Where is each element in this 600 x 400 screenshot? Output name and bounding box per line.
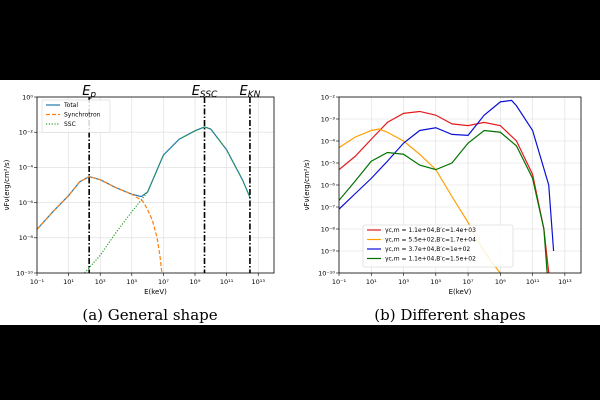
y-tick-label: 10⁻⁴ [19,164,34,172]
y-tick-label: 10⁻⁷ [321,203,336,211]
x-axis-label: E(keV) [144,288,167,296]
x-tick-label: 10¹³ [558,278,572,286]
legend-label-1: γc,m = 5.5e+02,B′c=1.7e+04 [385,237,476,244]
series-line-2 [83,126,251,273]
x-tick-label: 10¹³ [251,278,265,286]
x-tick-label: 10⁵ [430,278,441,286]
x-tick-label: 10⁻¹ [332,278,347,286]
y-tick-label: 10⁻⁹ [321,247,336,255]
x-tick-label: 10¹¹ [526,278,540,286]
caption-different-shapes: (b) Different shapes [374,306,525,324]
y-tick-label: 10⁻³ [321,115,336,123]
y-tick-label: 10⁻² [19,129,34,137]
x-tick-label: 10⁻¹ [30,278,45,286]
x-tick-label: 10⁹ [495,278,506,286]
y-tick-label: 10⁻² [321,93,336,101]
y-tick-label: 10⁻⁶ [19,199,34,207]
chart-different-shapes: 10⁻¹ 10¹ 10³ 10⁵ 10⁷ 10⁹ 10¹¹ 10¹³ 10⁻¹⁰ 10⁻⁹ 10⁻⁸… [300,80,600,325]
legend-label-0: Total [63,102,78,109]
legend [41,99,111,133]
series-line-0 [339,110,550,273]
x-tick-label: 10³ [398,278,409,286]
x-tick-label: 10¹¹ [220,278,234,286]
y-tick-label: 10⁰ [22,93,33,101]
y-tick-label: 10⁻⁵ [321,159,336,167]
x-tick-label: 10⁷ [463,278,474,286]
legend-label-1: Synchrotron [64,112,101,119]
vline-label-0: Ep [82,84,96,100]
x-tick-label: 10⁷ [158,278,169,286]
x-tick-label: 10¹ [63,278,74,286]
series-line-3 [339,129,548,273]
vline-label-1: ESSC [192,84,218,100]
chart-general-shape: 10⁻¹ 10¹ 10³ 10⁵ 10⁷ 10⁹ 10¹¹ 10¹³ 10⁻¹⁰ 10⁻⁸ 10⁻⁶… [0,80,300,325]
legend-label-2: SSC [64,121,76,128]
legend [362,224,514,268]
figure: 10⁻¹ 10¹ 10³ 10⁵ 10⁷ 10⁹ 10¹¹ 10¹³ 10⁻¹⁰ 10⁻⁸ 10⁻⁶… [0,80,600,325]
y-tick-label: 10⁻¹⁰ [318,269,335,277]
caption-general-shape: (a) General shape [82,306,217,324]
x-axis-label: E(keV) [449,288,472,296]
legend-label-2: γc,m = 3.7e+04,B′c=1e+02 [385,246,470,253]
x-tick-label: 10⁹ [190,278,201,286]
vline-label-2: EKN [240,84,261,100]
y-tick-label: 10⁻⁸ [19,234,34,242]
series-line-1 [37,175,163,273]
y-tick-label: 10⁻⁸ [321,225,336,233]
x-tick-label: 10⁵ [126,278,137,286]
y-tick-label: 10⁻¹⁰ [16,269,33,277]
x-tick-label: 10³ [95,278,106,286]
y-tick-label: 10⁻⁶ [321,181,336,189]
y-axis-label: νFν(erg/cm²/s) [3,159,11,210]
series-line-2 [339,99,555,252]
legend-label-0: γc,m = 1.1e+04,B′c=1.4e+03 [385,227,476,234]
y-axis-label: νFν(erg/cm²/s) [303,159,311,210]
legend-label-3: γc,m = 1.1e+04,B′c=1.5e+02 [385,256,476,263]
y-tick-label: 10⁻⁴ [321,137,336,145]
x-tick-label: 10¹ [366,278,377,286]
